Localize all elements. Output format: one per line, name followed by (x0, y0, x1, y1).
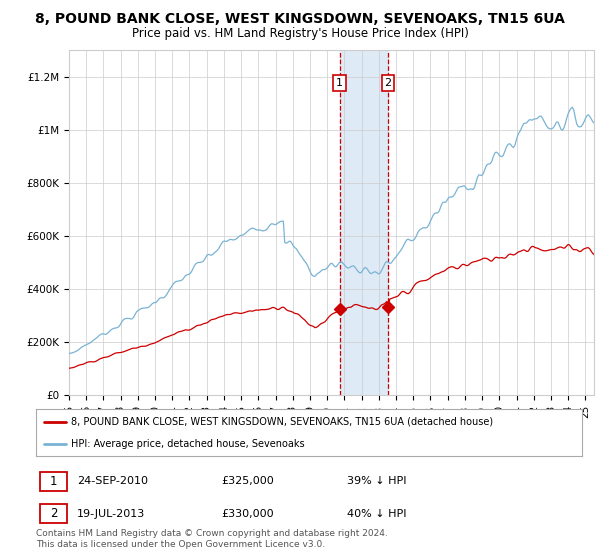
Text: 40% ↓ HPI: 40% ↓ HPI (347, 508, 407, 519)
Text: 24-SEP-2010: 24-SEP-2010 (77, 477, 148, 486)
Bar (340, 50, 388, 395)
Text: HPI: Average price, detached house, Sevenoaks: HPI: Average price, detached house, Seve… (71, 438, 305, 449)
Text: Contains HM Land Registry data © Crown copyright and database right 2024.
This d: Contains HM Land Registry data © Crown c… (36, 529, 388, 549)
Text: 8, POUND BANK CLOSE, WEST KINGSDOWN, SEVENOAKS, TN15 6UA (detached house): 8, POUND BANK CLOSE, WEST KINGSDOWN, SEV… (71, 417, 494, 427)
Text: 2: 2 (50, 507, 57, 520)
Text: 39% ↓ HPI: 39% ↓ HPI (347, 477, 407, 486)
Text: 1: 1 (336, 78, 343, 88)
Text: 2: 2 (385, 78, 392, 88)
Text: Price paid vs. HM Land Registry's House Price Index (HPI): Price paid vs. HM Land Registry's House … (131, 27, 469, 40)
Text: 19-JUL-2013: 19-JUL-2013 (77, 508, 145, 519)
Text: 1: 1 (50, 475, 57, 488)
FancyBboxPatch shape (40, 472, 67, 491)
Text: £330,000: £330,000 (221, 508, 274, 519)
FancyBboxPatch shape (40, 504, 67, 523)
Text: £325,000: £325,000 (221, 477, 274, 486)
Text: 8, POUND BANK CLOSE, WEST KINGSDOWN, SEVENOAKS, TN15 6UA: 8, POUND BANK CLOSE, WEST KINGSDOWN, SEV… (35, 12, 565, 26)
